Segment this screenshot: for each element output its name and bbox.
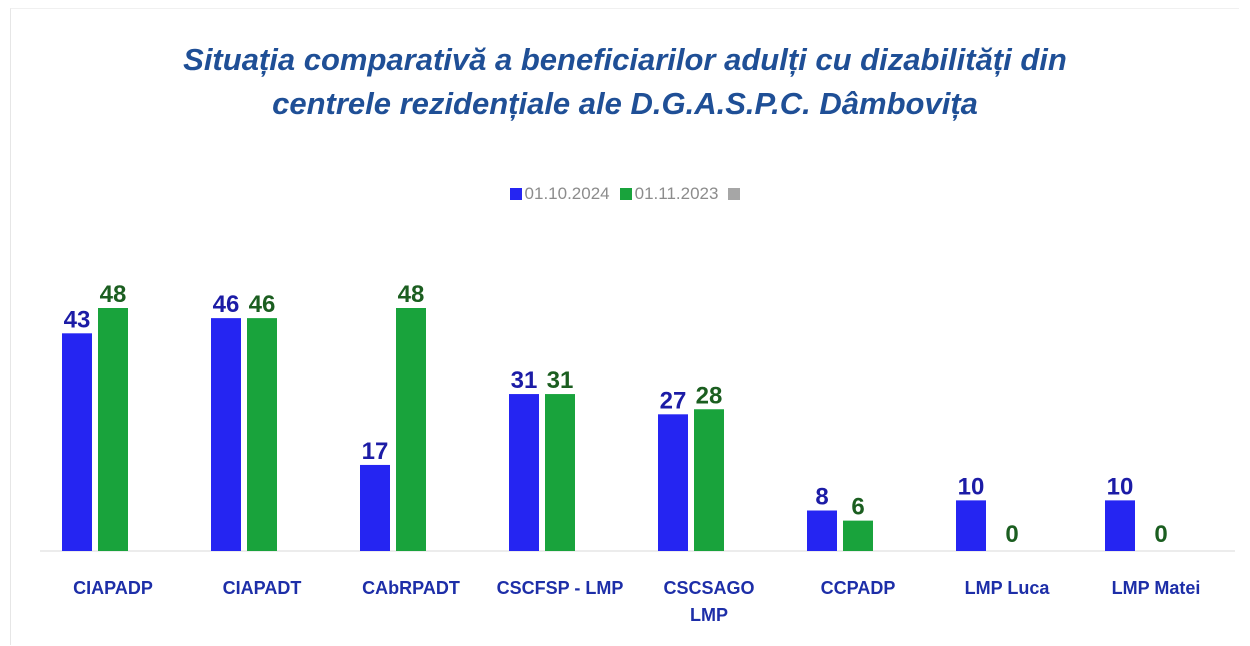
data-label: 46 (249, 291, 276, 318)
legend-swatch (728, 188, 741, 200)
legend-item (728, 188, 741, 200)
bar (545, 394, 575, 551)
bar (956, 500, 986, 551)
data-label: 0 (1154, 521, 1167, 548)
bar (1105, 500, 1135, 551)
bar (509, 394, 539, 551)
data-label: 43 (64, 306, 91, 333)
x-tick-label: CIAPADT (222, 578, 302, 598)
data-label: 28 (696, 382, 723, 409)
data-label: 31 (511, 367, 538, 394)
data-label: 31 (547, 367, 574, 394)
x-tick-label: LMP Matei (1111, 578, 1201, 598)
data-label: 0 (1005, 521, 1018, 548)
bar (211, 318, 241, 551)
data-label: 6 (851, 494, 864, 521)
chart-title: Situația comparativă a beneficiarilor ad… (183, 42, 1067, 121)
data-label: 8 (815, 484, 828, 511)
x-tick-label: LMP Luca (964, 578, 1050, 598)
x-tick-label: CSCFSP - LMP (496, 578, 624, 598)
bar (694, 409, 724, 551)
bar (843, 520, 873, 551)
data-label: 48 (100, 281, 127, 308)
bar (396, 308, 426, 551)
x-tick-label: CIAPADP (73, 578, 153, 598)
bar (360, 464, 390, 551)
legend-label: 01.11.2023 (634, 184, 719, 203)
x-tick-label: CAbRPADT (362, 578, 460, 598)
x-tick-label: CSCSAGO LMP (663, 578, 755, 625)
bar (658, 414, 688, 551)
legend: 01.10.2024 01.11.2023 (0, 184, 1250, 204)
data-label: 27 (660, 387, 687, 414)
chart-frame (10, 8, 1239, 645)
bar (807, 510, 837, 551)
legend-swatch (509, 188, 522, 200)
data-label: 46 (213, 291, 240, 318)
bar (247, 318, 277, 551)
data-label: 10 (1107, 473, 1134, 500)
legend-item: 01.10.2024 (509, 184, 610, 204)
legend-item: 01.11.2023 (619, 184, 719, 204)
data-label: 17 (362, 438, 389, 465)
legend-swatch (619, 188, 632, 200)
bar (98, 308, 128, 551)
bar (62, 333, 92, 551)
x-tick-label: CCPADP (820, 578, 896, 598)
data-label: 48 (398, 281, 425, 308)
legend-label: 01.10.2024 (524, 184, 610, 203)
data-label: 10 (958, 473, 985, 500)
